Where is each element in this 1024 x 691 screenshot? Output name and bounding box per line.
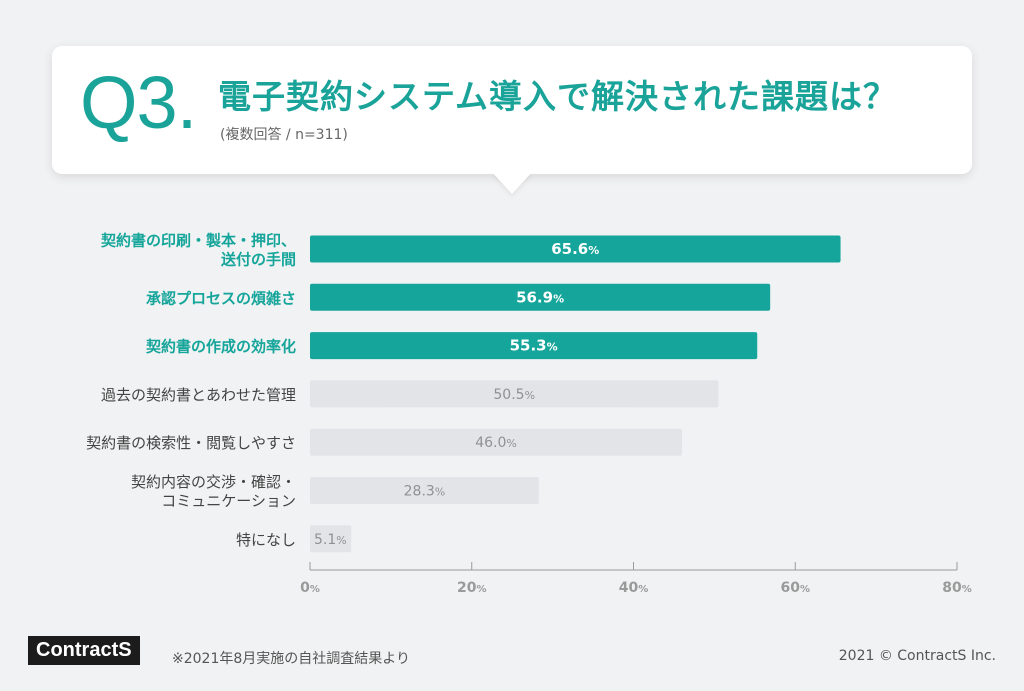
value-label-1: 65.6% [551,240,599,258]
bar-4 [310,380,719,408]
value-label-6: 28.3% [404,484,446,500]
bar-2 [310,283,771,311]
x-tick-label-40: 40% [619,580,649,596]
category-label-2: 承認プロセスの煩雑さ [146,289,296,307]
bar-3 [310,332,758,360]
value-label-2: 56.9% [516,288,564,306]
x-tick-label-80: 80% [942,580,972,596]
value-label-4: 50.5% [493,387,535,403]
category-label-3: 契約書の作成の効率化 [145,338,296,356]
bar-6 [310,477,539,504]
source-note: ※2021年8月実施の自社調査結果より [172,651,410,667]
bar-1 [310,235,841,263]
question-number: Q3. [80,61,197,144]
category-label-4: 過去の契約書とあわせた管理 [101,386,296,404]
category-label-1: 契約書の印刷・製本・押印、送付の手間 [100,232,296,269]
bar-7 [310,525,352,553]
x-tick-label-20: 20% [457,580,487,596]
question-card [52,46,972,174]
value-label-3: 55.3% [510,337,558,355]
bar-5 [310,428,683,456]
speech-pointer [492,172,532,194]
value-label-7: 5.1% [314,532,347,548]
category-label-7: 特になし [236,531,296,549]
chart-subtitle: (複数回答 / n=311) [220,127,348,143]
category-label-5: 契約書の検索性・閲覧しやすさ [86,434,296,452]
brand-logo: ContractS [28,636,140,665]
value-label-5: 46.0% [475,435,517,451]
copyright: 2021 © ContractS Inc. [838,648,996,664]
x-tick-label-0: 0% [300,580,320,596]
category-label-6: 契約内容の交渉・確認・コミュニケーション [131,473,296,510]
chart-title: 電子契約システム導入で解決された課題は？ [218,77,898,116]
x-tick-label-60: 60% [780,580,810,596]
